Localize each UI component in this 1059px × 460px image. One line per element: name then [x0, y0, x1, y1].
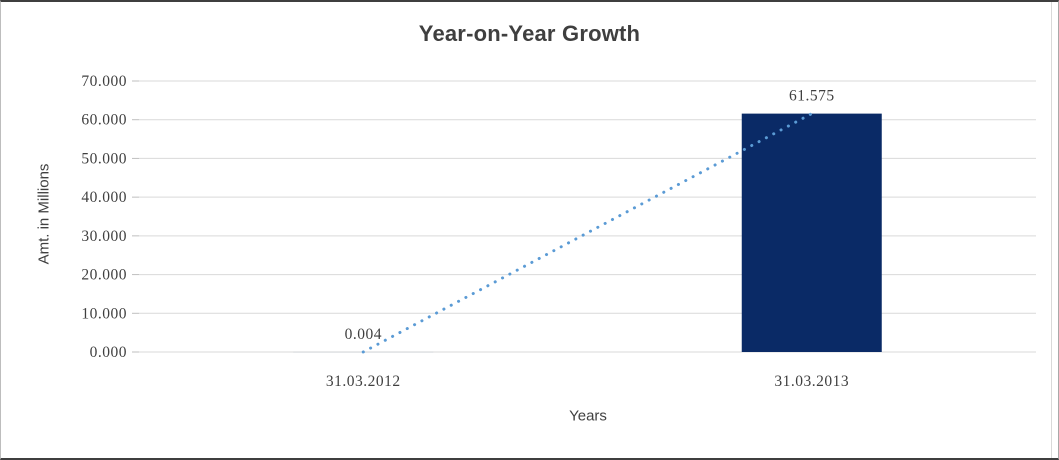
y-tick-label: 60.000: [81, 112, 127, 129]
bar: [741, 113, 882, 352]
chart-frame-edge: [1051, 2, 1052, 458]
trendline: [361, 112, 814, 354]
y-tick-label: 20.000: [81, 267, 127, 284]
y-tick-label: 30.000: [81, 228, 127, 245]
x-tick-label: 31.03.2012: [326, 373, 401, 390]
y-tick-label: 50.000: [81, 150, 127, 167]
x-tick-label: 31.03.2013: [774, 373, 849, 390]
data-label: 0.004: [345, 326, 382, 343]
data-label: 61.575: [789, 88, 835, 105]
y-tick-label: 0.000: [90, 344, 127, 361]
x-axis-title: Years: [569, 407, 607, 425]
y-tick-label: 70.000: [81, 73, 127, 90]
y-tick-label: 40.000: [81, 189, 127, 206]
y-tick-label: 10.000: [81, 305, 127, 322]
chart-title: Year-on-Year Growth: [418, 21, 641, 46]
